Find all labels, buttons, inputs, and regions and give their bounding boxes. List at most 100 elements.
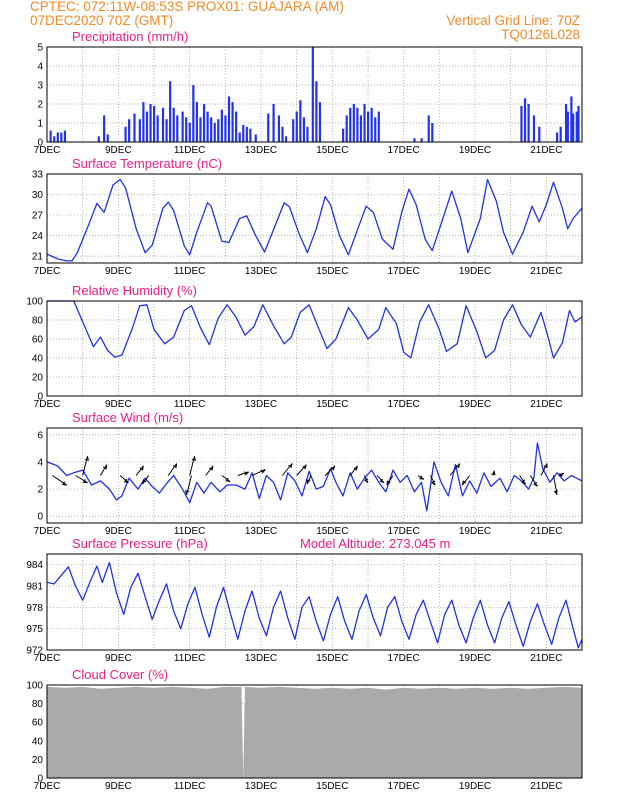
x-tick-label: 19DEC [459, 266, 491, 277]
panel-title: Surface Temperature (nC) [72, 156, 222, 171]
y-tick-label: 27 [32, 211, 44, 222]
precip-bar [188, 123, 191, 142]
x-tick-label: 7DEC [34, 781, 61, 792]
wind-vector [135, 465, 144, 476]
precip-bar [564, 104, 568, 142]
wind-vector [205, 465, 214, 476]
precip-bar [302, 117, 305, 142]
wind-vector [376, 475, 385, 484]
wind-vector-head [209, 465, 214, 471]
y-tick-label: 24 [32, 231, 44, 242]
x-tick-label: 9DEC [105, 781, 132, 792]
panel-frame [46, 553, 583, 651]
precip-bar [367, 111, 370, 142]
wind-vector-head [330, 465, 336, 471]
precip-bar [165, 119, 168, 142]
wind-vector-head [61, 481, 67, 486]
precip-bar [356, 107, 359, 142]
y-tick-label: 100 [26, 681, 43, 692]
y-tick-label: 3 [37, 81, 43, 92]
wind-vector-head [142, 479, 147, 484]
wind-vector [251, 469, 266, 476]
precip-bar [359, 115, 363, 142]
precip-bar [156, 115, 159, 142]
precip-bar [342, 128, 345, 142]
x-tick-label: 21DEC [530, 653, 562, 664]
precip-bar [315, 81, 318, 142]
precip-bar [202, 104, 206, 142]
precip-bar [138, 119, 141, 142]
y-tick-label: 2 [37, 485, 43, 496]
precip-bar [49, 130, 52, 142]
cloud-cover-area [47, 686, 582, 778]
precip-bar [149, 104, 152, 142]
panel-title: Cloud Cover (%) [72, 667, 168, 682]
panel-frame [46, 427, 583, 524]
y-tick-label: 978 [26, 603, 43, 614]
precip-bar [142, 102, 145, 142]
wind-vector-head [379, 478, 385, 484]
y-tick-label: 20 [32, 755, 44, 766]
panel-frame [46, 173, 583, 264]
y-tick-label: 6 [37, 430, 43, 441]
precip-bar [195, 102, 198, 142]
wind-vector-head [306, 479, 311, 484]
x-tick-label: 15DEC [316, 781, 348, 792]
y-tick-label: 984 [26, 560, 43, 571]
wind-vector [324, 465, 336, 476]
precip-bar [352, 104, 355, 142]
y-tick-label: 0 [37, 774, 43, 785]
y-tick-label: 60 [32, 718, 44, 729]
precip-bar [56, 132, 59, 142]
x-tick-label: 15DEC [316, 526, 348, 537]
x-tick-label: 21DEC [530, 266, 562, 277]
precip-bar [199, 117, 202, 142]
precip-bar [217, 119, 220, 142]
wind-vector [349, 465, 358, 476]
x-tick-label: 17DEC [388, 266, 420, 277]
precip-bar [169, 81, 172, 142]
wind-vector-head [185, 490, 190, 495]
header-grid-line-note: Vertical Grid Line: 70Z [446, 13, 580, 28]
wind-vector [52, 475, 68, 486]
wind-vector-head [225, 477, 231, 482]
y-tick-label: 80 [32, 316, 44, 327]
precip-bar [53, 136, 56, 142]
precip-bar [176, 115, 179, 142]
wind-vector-head [102, 464, 107, 470]
precip-bar [292, 119, 295, 142]
wind-vector [529, 475, 538, 487]
precip-bar [532, 115, 536, 142]
precip-bar [185, 117, 188, 142]
wind-vector-head [353, 465, 358, 471]
precip-bar [523, 98, 527, 142]
precip-bar [206, 111, 209, 142]
precip-bar [527, 104, 530, 142]
precip-bar [318, 102, 322, 142]
wind-vector-head [139, 465, 144, 471]
precip-bar [570, 96, 573, 142]
wind-vector [119, 475, 129, 484]
precip-bar [220, 109, 223, 142]
precip-bar [272, 104, 275, 142]
precip-bar [349, 107, 352, 142]
precip-bar [281, 126, 284, 142]
y-tick-label: 0 [37, 138, 43, 149]
precip-bar [245, 126, 248, 142]
x-tick-label: 19DEC [459, 653, 491, 664]
panel-title: Surface Pressure (hPa) [72, 536, 208, 551]
x-tick-label: 13DEC [245, 653, 277, 664]
y-tick-label: 975 [26, 624, 43, 635]
precip-bar [242, 124, 245, 142]
wind-vector-head [82, 479, 88, 484]
wind-vector-head [431, 480, 436, 486]
panel-frame [46, 300, 583, 397]
precip-bar [311, 47, 314, 142]
wind-vector [519, 475, 526, 485]
y-tick-label: 30 [32, 190, 44, 201]
series-line [46, 178, 583, 262]
wind-vector-head [491, 470, 496, 476]
precip-bar [181, 111, 184, 142]
y-tick-label: 40 [32, 354, 44, 365]
precip-bar [227, 96, 231, 142]
